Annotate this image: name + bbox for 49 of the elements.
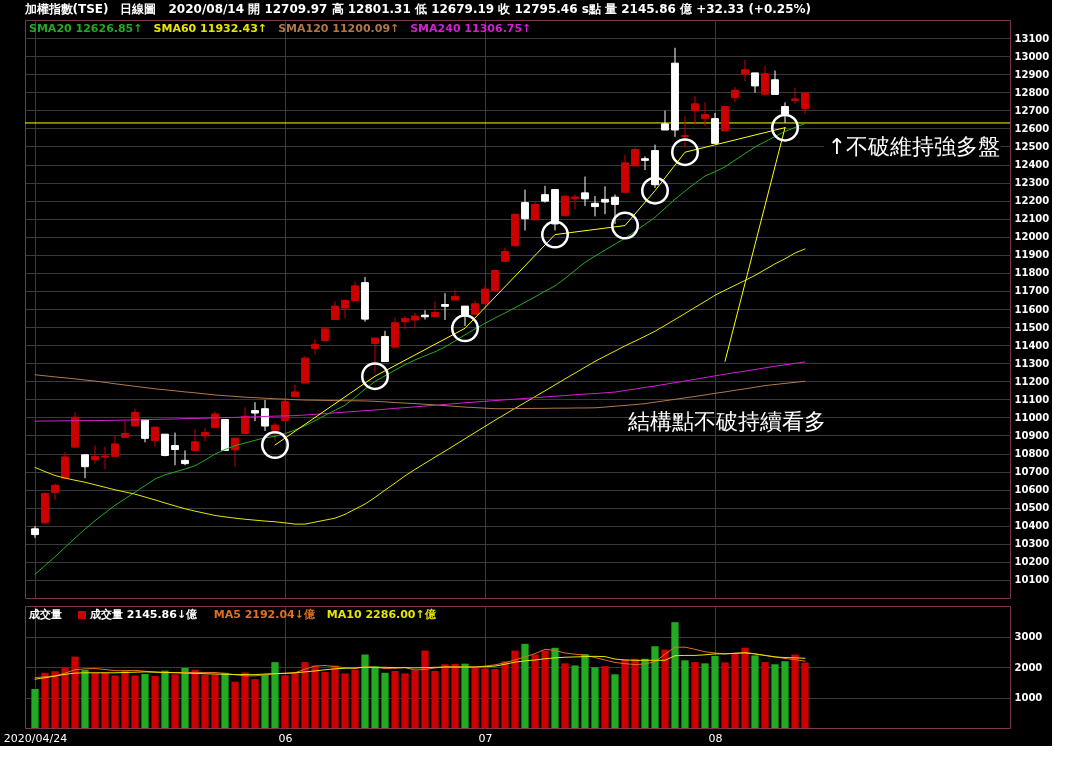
text: ↑不破維持強多盤 <box>827 134 1001 160</box>
y-tick-label: 11600 <box>1014 303 1050 315</box>
chart-title: 加權指數(TSE) 日線圖 2020/08/14 開 12709.97 高 12801.31 低 12679.19 收 12795.46 s點 量 2145.86 億 +32.33 (+0.25%) <box>23 2 812 16</box>
y-tick-label: 12900 <box>1014 68 1050 80</box>
y-tick-label: 11400 <box>1014 339 1050 351</box>
y-tick-label: 11700 <box>1014 285 1050 297</box>
y-tick-label: 12100 <box>1014 213 1050 225</box>
text: SMA20 12626.85↑ <box>29 22 143 35</box>
chart-title: 成交量 <box>28 608 62 621</box>
y-tick-label: 1000 <box>1014 692 1043 703</box>
y-tick-label: 10700 <box>1014 466 1050 478</box>
x-tick-label: 08 <box>708 731 723 745</box>
y-tick-label: 11100 <box>1014 393 1050 405</box>
y-tick-label: 10600 <box>1014 484 1050 496</box>
y-tick-label: 12600 <box>1014 122 1050 134</box>
x-tick-label: 2020/04/24 <box>3 731 68 745</box>
y-tick-label: 11200 <box>1014 375 1050 387</box>
text: SMA60 11932.43↑ <box>153 22 268 35</box>
y-tick-label: 12300 <box>1014 177 1050 189</box>
y-tick-label: 11800 <box>1014 267 1050 279</box>
y-tick-label: 3000 <box>1014 631 1043 642</box>
y-tick-label: 12500 <box>1014 140 1050 152</box>
y-tick-label: 2000 <box>1014 661 1043 673</box>
y-tick-label: 12700 <box>1014 104 1050 116</box>
y-tick-label: 10400 <box>1014 520 1050 532</box>
y-tick-label: 12400 <box>1014 159 1050 170</box>
y-tick-label: 12200 <box>1014 195 1050 207</box>
y-tick-label: 10300 <box>1014 538 1050 550</box>
y-tick-label: 10100 <box>1014 574 1050 586</box>
y-tick-label: 12000 <box>1014 231 1050 243</box>
y-tick-label: 13000 <box>1014 50 1050 62</box>
y-tick-label: 12800 <box>1014 86 1050 98</box>
text: SMA120 11200.09↑ <box>278 22 400 35</box>
x-tick-label: 06 <box>278 731 293 745</box>
y-tick-label: 11000 <box>1014 411 1050 423</box>
y-tick-label: 10200 <box>1014 556 1050 568</box>
y-tick-label: 11300 <box>1014 357 1050 369</box>
y-tick-label: 11500 <box>1014 321 1050 333</box>
y-tick-label: 10500 <box>1014 502 1050 514</box>
y-tick-label: 11900 <box>1014 249 1050 261</box>
y-tick-label: 10900 <box>1014 429 1050 441</box>
y-tick-label: 13100 <box>1014 32 1050 44</box>
text: SMA240 11306.75↑ <box>410 22 532 35</box>
legend-label: 成交量 2145.86↓億 <box>89 608 199 621</box>
text: MA10 2286.00↑億 <box>326 608 437 621</box>
annotation: 結構點不破持續看多 <box>627 408 827 434</box>
x-tick-label: 07 <box>478 731 493 745</box>
text: MA5 2192.04↓億 <box>213 608 316 621</box>
y-tick-label: 10800 <box>1014 448 1050 459</box>
